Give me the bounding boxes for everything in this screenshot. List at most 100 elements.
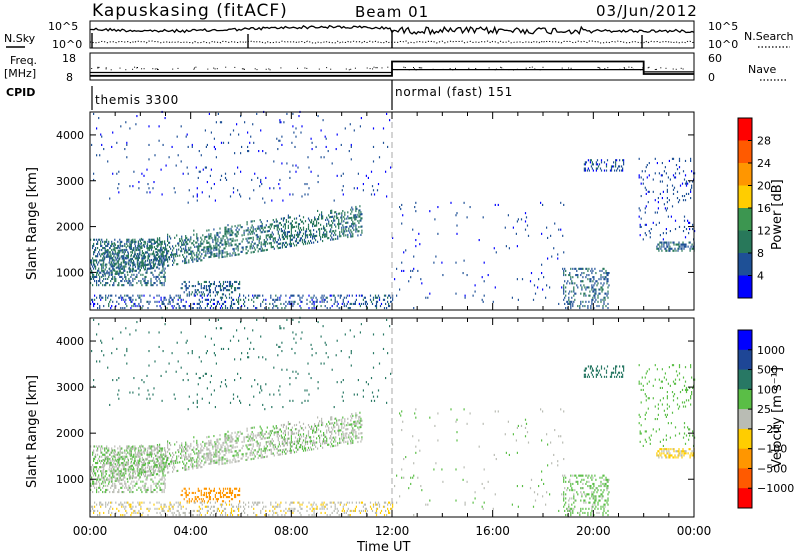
- power-cell: [608, 284, 610, 287]
- power-cell: [410, 269, 412, 272]
- power-cell: [212, 283, 214, 286]
- power-cell: [203, 248, 205, 251]
- power-cell: [681, 243, 683, 246]
- power-cell: [216, 246, 218, 249]
- power-cell: [116, 253, 118, 256]
- power-cell: [206, 294, 208, 297]
- velocity-cell: [97, 509, 99, 512]
- power-cell: [347, 221, 349, 224]
- velocity-cell: [198, 464, 200, 467]
- power-cell: [124, 244, 126, 247]
- velocity-cell: [136, 465, 138, 468]
- power-cell: [229, 133, 232, 136]
- power-cell: [569, 302, 571, 305]
- power-cell: [149, 263, 152, 266]
- power-cell: [211, 247, 213, 250]
- power-cell: [524, 220, 527, 223]
- power-cell: [110, 271, 112, 274]
- power-cell: [184, 262, 186, 265]
- power-cell: [638, 176, 640, 179]
- power-cell: [326, 231, 328, 234]
- power-cell: [131, 305, 133, 308]
- power-cell: [262, 228, 264, 231]
- velocity-cell: [255, 436, 257, 439]
- power-cell: [164, 117, 166, 120]
- velocity-cell: [185, 468, 187, 471]
- velocity-cell: [342, 505, 344, 508]
- power-cell: [239, 294, 241, 297]
- power-cell: [185, 261, 187, 264]
- power-cell: [90, 275, 92, 278]
- power-cell: [196, 195, 198, 198]
- velocity-cell: [173, 464, 175, 467]
- power-cell: [288, 235, 290, 238]
- power-cell: [570, 278, 572, 281]
- velocity-cell: [120, 501, 122, 504]
- power-cell: [112, 252, 114, 255]
- velocity-cell: [227, 445, 229, 448]
- velocity-cell: [245, 452, 247, 455]
- velocity-cell: [273, 511, 275, 514]
- power-cell: [658, 249, 660, 252]
- power-cell: [129, 296, 131, 299]
- power-cell: [277, 232, 279, 235]
- power-cell: [229, 280, 232, 283]
- velocity-cell: [372, 505, 375, 508]
- power-cell: [98, 117, 100, 120]
- power-cell: [599, 269, 601, 272]
- power-cell: [123, 253, 125, 256]
- power-cell: [602, 288, 604, 291]
- power-cell: [215, 236, 217, 239]
- velocity-cell: [353, 509, 355, 512]
- velocity-cell: [221, 456, 223, 459]
- velocity-cell: [204, 444, 206, 447]
- power-cell: [142, 243, 145, 246]
- power-cell: [527, 234, 530, 237]
- power-cell: [119, 296, 121, 299]
- power-cell: [230, 287, 233, 290]
- power-cell: [678, 172, 681, 175]
- frequency-dot: [494, 69, 496, 71]
- power-cell: [272, 233, 274, 236]
- power-cell: [208, 291, 210, 294]
- power-cell: [271, 231, 273, 234]
- power-cell: [597, 294, 599, 297]
- velocity-cell: [269, 509, 271, 512]
- power-cell: [116, 300, 118, 303]
- power-cell: [104, 274, 106, 277]
- power-cell: [595, 292, 597, 295]
- velocity-cell: [99, 503, 101, 506]
- power-cell: [346, 225, 348, 228]
- power-cell: [171, 251, 173, 254]
- power-cell: [149, 261, 151, 264]
- power-cell: [103, 259, 105, 262]
- power-cell: [311, 233, 313, 236]
- power-cell: [665, 232, 667, 235]
- power-cell: [288, 300, 290, 303]
- velocity-cell: [247, 435, 249, 438]
- power-cell: [335, 148, 337, 151]
- velocity-cell: [270, 450, 272, 453]
- power-cell: [172, 245, 174, 248]
- velocity-cell: [226, 462, 228, 465]
- power-cell: [161, 271, 163, 274]
- power-cell: [334, 215, 336, 218]
- power-cell: [276, 226, 278, 229]
- power-cell: [222, 243, 224, 246]
- power-cell: [362, 189, 364, 192]
- power-cell: [100, 298, 102, 301]
- velocity-cell: [117, 456, 119, 459]
- power-cell: [597, 165, 600, 168]
- power-cell: [257, 296, 259, 299]
- power-cell: [177, 242, 179, 245]
- power-cell: [364, 300, 366, 303]
- power-cell: [184, 239, 186, 242]
- power-cell: [200, 255, 202, 258]
- power-cell: [118, 284, 120, 287]
- power-cell: [102, 266, 104, 269]
- power-cell: [456, 224, 458, 227]
- power-cell: [209, 251, 211, 254]
- velocity-cell: [206, 452, 208, 455]
- velocity-cell: [193, 501, 195, 504]
- power-cell: [141, 238, 143, 241]
